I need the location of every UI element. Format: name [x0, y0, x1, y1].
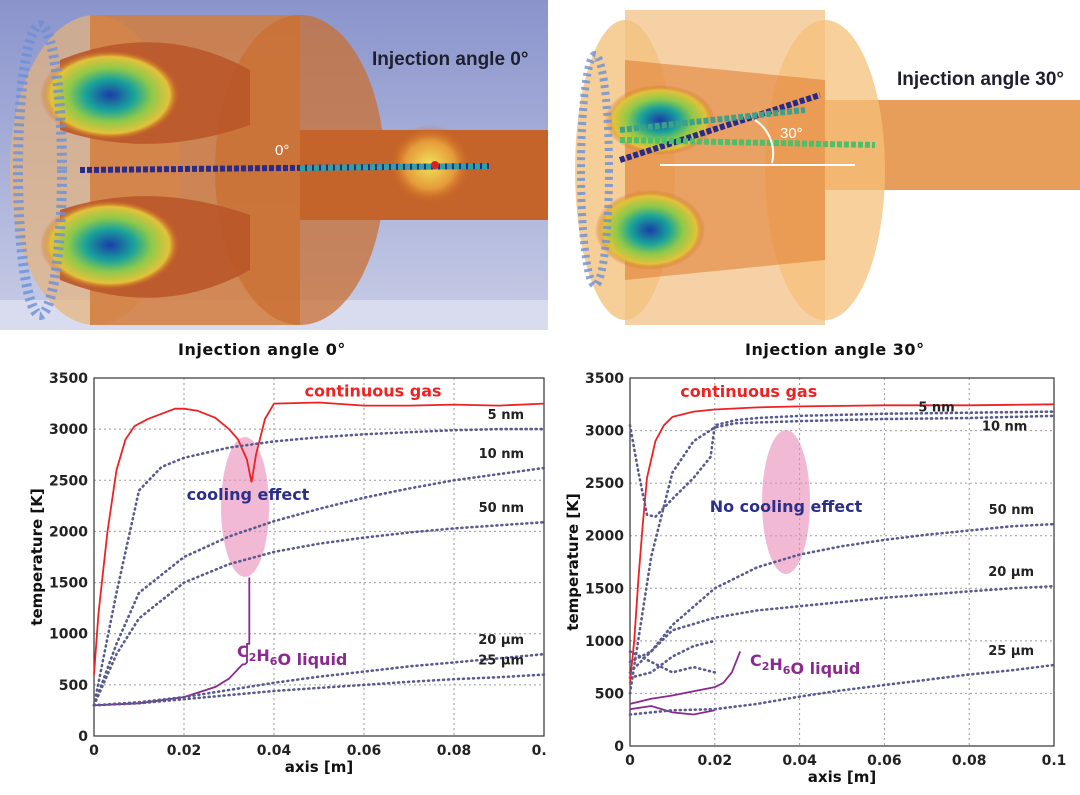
y-tick-label: 3000	[49, 422, 88, 438]
plot-frame	[629, 377, 1055, 747]
y-tick-label: 1500	[585, 581, 624, 597]
particle-streams	[619, 92, 876, 166]
liquid-label: C2H6O liquid	[237, 642, 347, 669]
x-tick-label: 0	[89, 743, 99, 759]
x-tick-label: 0.1	[1042, 753, 1067, 769]
series-line-25-m	[628, 663, 1056, 716]
x-tick-label: 0.02	[698, 753, 733, 769]
series-label: 25 µm	[988, 644, 1034, 659]
series-line-10-nm	[92, 466, 546, 707]
series-line-c2h6o-liquid	[629, 651, 742, 705]
highlight-ellipse	[221, 437, 269, 577]
x-tick-label: 0.06	[867, 753, 902, 769]
series-line-50-nm	[628, 522, 1056, 674]
y-tick-label: 1000	[49, 627, 88, 643]
x-axis-label: axis [m]	[808, 768, 876, 786]
y-tick-label: 3500	[585, 371, 624, 387]
series-line-20-m	[92, 652, 546, 707]
chart-30deg: 0 500 1000 1500 2000 2500 3000 3500 0 0.02 0.04 0.0…	[560, 360, 1080, 790]
angle-label-30: 30°	[780, 125, 803, 142]
series-line-continuous-gas	[93, 401, 545, 675]
cooling-annotation: cooling effect	[187, 485, 310, 504]
cooling-annotation: No cooling effect	[710, 497, 863, 516]
y-tick-label: 0	[78, 729, 88, 745]
sim-title-0: Injection angle 0°	[372, 49, 528, 70]
series-line-10-nm	[628, 414, 1056, 695]
angle-label-0: 0°	[275, 142, 289, 159]
series-label: 25 µm	[478, 654, 524, 669]
simulation-render-30deg: 30° Injection angle 30°	[565, 0, 1080, 330]
x-tick-label: 0.08	[952, 753, 987, 769]
series-line-50-nm	[92, 520, 546, 707]
series-label: 5 nm	[918, 401, 954, 416]
liquid-label: C2H6O liquid	[750, 651, 860, 678]
series-label: 5 nm	[488, 408, 524, 423]
series-label: 50 nm	[989, 503, 1034, 518]
y-tick-label: 500	[59, 678, 88, 694]
y-tick-label: 2500	[49, 473, 88, 489]
series-line-5-nm	[92, 427, 546, 707]
series-line-25-m	[92, 673, 546, 707]
series-label: continuous gas	[680, 382, 817, 401]
series-label: continuous gas	[304, 381, 441, 400]
y-tick-label: 1000	[585, 634, 624, 650]
extra-trace-0	[628, 639, 717, 679]
series-label: 10 nm	[982, 420, 1027, 435]
chart-title-right: Injection angle 30°	[745, 340, 925, 359]
y-tick-label: 2500	[585, 476, 624, 492]
sim-title-30: Injection angle 30°	[897, 69, 1064, 90]
series-label: 20 µm	[478, 633, 524, 648]
y-tick-label: 2000	[49, 524, 88, 540]
series-label: 10 nm	[479, 447, 524, 462]
x-tick-label: 0.04	[257, 743, 292, 759]
x-axis-label: axis [m]	[285, 758, 353, 776]
x-tick-label: 0.08	[437, 743, 472, 759]
chart-0deg: 0 500 1000 1500 2000 2500 3000 3500 0 0.02 0.04 0.0…	[0, 360, 556, 790]
extra-trace-2	[629, 705, 715, 716]
x-tick-label: 0.04	[782, 753, 817, 769]
x-tick-label: 0.02	[167, 743, 202, 759]
series-label: 50 nm	[479, 501, 524, 516]
series-line-5-nm	[628, 410, 1056, 519]
y-axis-label: temperature [K]	[28, 488, 46, 625]
simulation-render-0deg: 0° Injection angle 0°	[0, 0, 548, 330]
series-label: 20 µm	[988, 565, 1034, 580]
y-tick-label: 2000	[585, 529, 624, 545]
y-tick-label: 3000	[585, 424, 624, 440]
particle-stream	[79, 161, 491, 173]
y-tick-label: 1500	[49, 576, 88, 592]
series-line-20-m	[628, 584, 1056, 664]
grid	[93, 377, 545, 737]
plot-frame	[93, 377, 545, 737]
series-line-c2h6o-liquid	[93, 577, 251, 707]
y-tick-label: 500	[595, 686, 624, 702]
chart-title-left: Injection angle 0°	[178, 340, 346, 359]
y-tick-label: 0	[614, 739, 624, 755]
x-tick-label: 0.1	[532, 743, 548, 759]
x-tick-label: 0.06	[347, 743, 382, 759]
highlight-ellipse	[762, 430, 810, 574]
series-line-continuous-gas	[629, 403, 1055, 683]
y-axis-label: temperature [K]	[564, 493, 582, 630]
x-tick-label: 0	[625, 753, 635, 769]
y-tick-label: 3500	[49, 371, 88, 387]
